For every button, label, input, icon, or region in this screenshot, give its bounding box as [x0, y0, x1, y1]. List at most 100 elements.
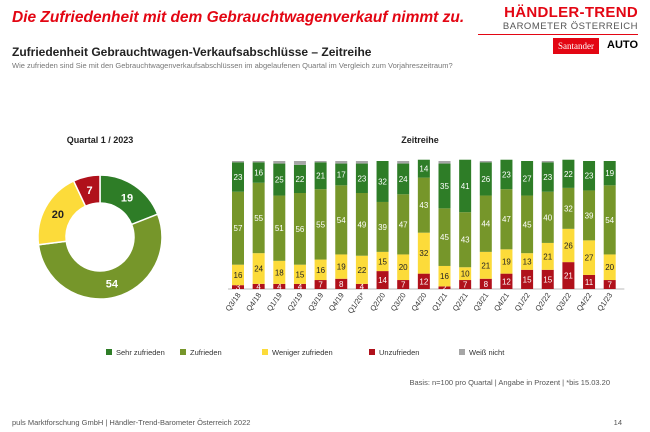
bar-value-label: 17 [337, 170, 346, 179]
bar-value-label: 4 [298, 282, 303, 291]
bar-segment [335, 254, 348, 279]
x-tick-label: Q4/21 [492, 291, 511, 313]
bar-value-label: 47 [502, 215, 511, 224]
bar-value-label: 21 [543, 252, 552, 261]
bar-value-label: 24 [254, 265, 263, 274]
bar-segment [273, 163, 286, 196]
bar-value-label: 8 [339, 280, 344, 289]
bar-segment [376, 201, 389, 252]
bar-segment [417, 273, 430, 289]
bar-value-label: 26 [564, 241, 573, 250]
bar-segment [562, 187, 575, 229]
bar-value-label: 23 [357, 174, 366, 183]
bar-value-label: 22 [295, 175, 304, 184]
x-tick-label: Q1/19 [265, 291, 284, 313]
bar-segment [603, 254, 616, 281]
bar-value-label: 27 [523, 174, 532, 183]
x-tick-label: Q2/20 [368, 291, 387, 313]
bar-value-label: 45 [523, 220, 532, 229]
bar-segment [417, 177, 430, 233]
bar-segment [335, 278, 348, 289]
bar-value-label: 16 [234, 271, 243, 280]
bar-value-label: 47 [399, 220, 408, 229]
bar-segment [397, 161, 410, 164]
bar-value-label: 44 [481, 220, 490, 229]
footer: puls Marktforschung GmbH | Händler-Trend… [12, 418, 251, 427]
bar-segment [355, 255, 368, 284]
auto-logo: AUTO [607, 39, 638, 51]
bar-value-label: 35 [440, 182, 449, 191]
bar-value-label: 24 [399, 175, 408, 184]
bar-value-label: 39 [378, 223, 387, 232]
x-tick-label: Q3/18 [224, 291, 243, 313]
bar-segment [479, 251, 492, 279]
bar-segment [335, 163, 348, 186]
subtitle: Zufriedenheit Gebrauchtwagen-Verkaufsabs… [12, 45, 372, 59]
bar-segment [479, 161, 492, 163]
headline: Die Zufriedenheit mit dem Gebrauchtwagen… [12, 9, 465, 26]
bar-value-label: 2 [442, 284, 447, 293]
x-tick-label: Q4/19 [327, 291, 346, 313]
legend-swatch [369, 349, 375, 355]
bar-segment [438, 286, 451, 289]
bar-segment [252, 161, 265, 163]
x-tick-label: Q1/22 [513, 291, 532, 313]
bar-segment [314, 161, 327, 163]
bar-segment [479, 195, 492, 252]
x-tick-label: Q1/21 [430, 291, 449, 313]
bar-segment [397, 280, 410, 289]
x-tick-label: Q2/19 [285, 291, 304, 313]
bar-value-label: 7 [318, 281, 323, 290]
bar-segment [314, 189, 327, 260]
bar-value-label: 19 [337, 263, 346, 272]
question: Wie zufrieden sind Sie mit den Gebraucht… [12, 61, 453, 70]
bar-segment [273, 195, 286, 261]
bar-value-label: 43 [419, 201, 428, 210]
bar-segment [232, 264, 244, 286]
bar-segment [397, 194, 410, 255]
donut-label: 7 [86, 185, 92, 197]
bar-value-label: 12 [502, 277, 511, 286]
bar-segment [541, 162, 554, 192]
x-tick-label: Q3/22 [554, 291, 573, 313]
bar-segment [355, 161, 368, 164]
bar-segment [252, 253, 265, 284]
bar-value-label: 21 [481, 261, 490, 270]
donut-label: 19 [121, 192, 133, 204]
legend-label: Weiß nicht [469, 348, 505, 357]
bar-value-label: 18 [275, 268, 284, 277]
bar-segment [397, 254, 410, 281]
bar-segment [583, 274, 596, 289]
page-number: 14 [613, 418, 622, 427]
bar-segment [417, 232, 430, 274]
bar-value-label: 15 [523, 275, 532, 284]
bar-segment [438, 161, 451, 164]
bar-value-label: 40 [543, 213, 552, 222]
bar-value-label: 7 [401, 281, 406, 290]
bar-value-label: 41 [461, 182, 470, 191]
bar-value-label: 8 [484, 280, 489, 289]
bar-value-label: 16 [440, 272, 449, 281]
bar-segment [500, 189, 513, 250]
bar-segment [232, 285, 244, 289]
logo-line2: BAROMETER ÖSTERREICH [478, 21, 638, 35]
bar-segment [479, 162, 492, 196]
bar-segment [232, 191, 244, 265]
bar-segment [293, 283, 306, 289]
bar-value-label: 49 [357, 220, 366, 229]
santander-logo: Santander [553, 38, 600, 54]
bar-segment [417, 159, 430, 178]
bar-segment [376, 161, 389, 202]
bar-value-label: 23 [585, 172, 594, 181]
bar-segment [397, 163, 410, 195]
bar-value-label: 11 [585, 278, 594, 287]
bar-value-label: 19 [605, 169, 614, 178]
bar-value-label: 55 [316, 220, 325, 229]
bar-segment [521, 195, 534, 254]
bar-segment [583, 190, 596, 241]
bar-value-label: 19 [502, 257, 511, 266]
bar-value-label: 57 [234, 224, 243, 233]
donut-label: 54 [106, 278, 119, 290]
bar-value-label: 45 [440, 233, 449, 242]
bar-segment [500, 249, 513, 274]
